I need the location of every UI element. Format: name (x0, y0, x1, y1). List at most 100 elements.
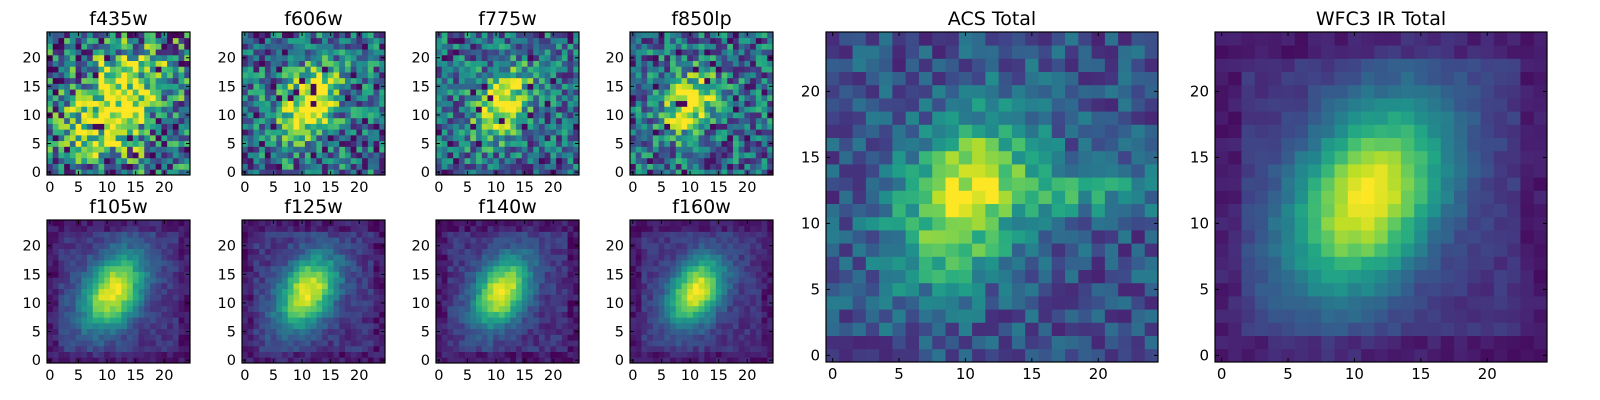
heatmap-cell (630, 340, 637, 347)
heatmap-cell (750, 129, 757, 136)
heatmap-cell (436, 66, 443, 73)
heatmap-cell (510, 282, 517, 290)
heatmap-cell (561, 37, 568, 44)
heatmap-cell (344, 106, 352, 113)
heatmap-cell (567, 345, 574, 352)
heatmap-cell (750, 49, 757, 56)
heatmap-cell (481, 60, 488, 67)
heatmap-cell (533, 146, 540, 153)
heatmap-cell (47, 334, 54, 341)
heatmap-cell (115, 231, 122, 238)
heatmap-cell (121, 288, 128, 295)
heatmap-cell (350, 134, 357, 142)
heatmap-cell (727, 351, 734, 358)
heatmap-cell (104, 163, 111, 170)
heatmap-cell (253, 117, 260, 124)
heatmap-cell (538, 83, 546, 90)
heatmap-cell (316, 345, 323, 352)
heatmap-cell (109, 129, 117, 136)
heatmap-cell (481, 83, 488, 90)
heatmap-cell (121, 72, 128, 79)
heatmap-cell (333, 106, 340, 113)
heatmap-cell (458, 146, 465, 153)
heatmap-cell (670, 83, 677, 90)
heatmap-cell (493, 305, 500, 312)
heatmap-cell (738, 146, 745, 153)
heatmap-cell (253, 49, 260, 56)
heatmap-cell (167, 89, 174, 96)
heatmap-cell (167, 345, 174, 352)
heatmap-cell (87, 288, 94, 295)
heatmap-cell (344, 277, 352, 284)
heatmap-cell (362, 328, 369, 335)
heatmap-cell (350, 345, 357, 352)
heatmap-cell (172, 169, 179, 176)
heatmap-cell (98, 129, 105, 136)
heatmap-cell (287, 152, 294, 159)
heatmap-cell (481, 123, 488, 130)
heatmap-cell (698, 288, 705, 295)
heatmap-cell (487, 340, 494, 347)
heatmap-cell (109, 311, 117, 318)
heatmap-cell (379, 72, 386, 79)
heatmap-cell (259, 300, 266, 307)
heatmap-cell (69, 60, 76, 67)
heatmap-cell (282, 277, 289, 284)
heatmap-cell (259, 140, 266, 147)
heatmap-cell (647, 106, 654, 113)
heatmap-cell (52, 60, 59, 67)
heatmap-cell (721, 106, 728, 113)
heatmap-cell (750, 43, 757, 50)
heatmap-cell (476, 220, 483, 227)
heatmap-cell (521, 146, 528, 153)
heatmap-cell (510, 89, 517, 96)
heatmap-cell (498, 237, 506, 244)
heatmap-cell (155, 254, 162, 261)
heatmap-cell (253, 43, 260, 50)
heatmap-cell (447, 134, 454, 142)
heatmap-cell (715, 317, 722, 324)
heatmap-cell (144, 60, 151, 67)
heatmap-cell (58, 265, 65, 272)
heatmap-cell (127, 169, 134, 176)
heatmap-cell (379, 89, 386, 96)
heatmap-cell (635, 106, 642, 113)
x-tick-label: 15 (321, 180, 339, 196)
heatmap-cell (304, 225, 312, 232)
heatmap-cell (132, 277, 139, 284)
heatmap-cell (144, 112, 151, 119)
heatmap-cell (447, 345, 454, 352)
heatmap-cell (704, 94, 711, 102)
heatmap-cell (149, 54, 157, 61)
heatmap-cell (527, 242, 534, 249)
heatmap-cell (750, 334, 757, 341)
heatmap-cell (356, 163, 363, 170)
heatmap-cell (761, 351, 768, 358)
heatmap-cell (287, 134, 294, 142)
heatmap-cell (161, 100, 168, 107)
heatmap-cell (132, 345, 139, 352)
heatmap-cell (738, 43, 745, 50)
heatmap-cell (310, 100, 317, 107)
heatmap-cell (184, 72, 191, 79)
heatmap-cell (521, 271, 528, 278)
heatmap-cell (498, 322, 506, 330)
heatmap-cell (698, 94, 705, 102)
heatmap-cell (47, 288, 54, 295)
heatmap-cell (87, 157, 94, 164)
heatmap-cell (487, 288, 494, 295)
heatmap-cell (538, 152, 546, 159)
heatmap-cell (75, 294, 82, 301)
heatmap-cell (287, 146, 294, 153)
heatmap-cell (98, 225, 105, 232)
heatmap-cell (447, 271, 454, 278)
heatmap-cell (344, 340, 352, 347)
heatmap-cell (172, 271, 179, 278)
heatmap-cell (167, 248, 174, 255)
heatmap-cell (132, 134, 139, 142)
heatmap-cell (664, 54, 671, 61)
heatmap-cell (293, 32, 300, 39)
heatmap-cell (533, 134, 540, 142)
heatmap-cell (287, 328, 294, 335)
heatmap-cell (69, 351, 76, 358)
